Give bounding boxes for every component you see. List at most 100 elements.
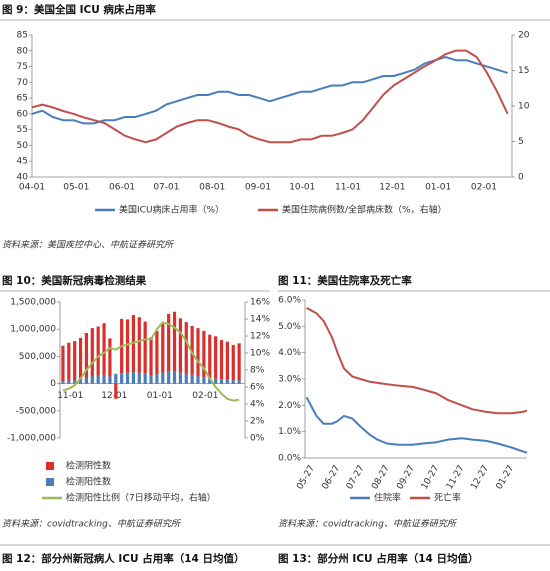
- bar: [120, 373, 124, 384]
- bar: [102, 374, 106, 384]
- y-tick-label: -1,000,000: [7, 434, 56, 444]
- bar: [149, 337, 153, 376]
- y2-tick-label: 14%: [250, 315, 270, 325]
- x-tick-label: 08-01: [199, 183, 225, 193]
- y-tick-label: 0: [50, 379, 56, 389]
- series-line: [62, 321, 240, 402]
- figure-caption: 图 9：美国全国 ICU 病床占用率: [2, 3, 156, 16]
- x-tick-label: 01-01: [425, 183, 451, 193]
- x-tick-label: 09-01: [245, 183, 271, 193]
- x-tick-label: 01-01: [147, 391, 173, 401]
- bar: [214, 336, 218, 379]
- bar: [67, 342, 71, 381]
- y-tick-label: -500,000: [16, 406, 57, 416]
- y2-tick-label: 10%: [250, 349, 270, 359]
- source-note: 资料来源：covidtracking、中航证券研究所: [2, 519, 182, 530]
- x-tick-label: 04-01: [19, 183, 45, 193]
- y-tick-label: 3.0%: [278, 375, 301, 385]
- bar: [125, 319, 130, 373]
- bar: [196, 375, 200, 384]
- bar: [84, 377, 89, 384]
- y-tick-label: 0.0%: [278, 454, 301, 464]
- figure-caption: 图 13：部分州 ICU 占用率（14 日均值）: [278, 552, 478, 565]
- x-tick-label: 05-27: [295, 464, 317, 492]
- y2-tick-label: 0%: [250, 434, 265, 444]
- source-note: 资料来源：covidtracking、中航证券研究所: [278, 519, 458, 530]
- bar: [73, 380, 77, 384]
- series-line: [306, 307, 528, 415]
- bar: [231, 344, 235, 381]
- bar: [84, 333, 89, 378]
- y2-tick-label: 10: [518, 102, 530, 112]
- y2-tick-label: 20: [518, 31, 530, 41]
- bar: [78, 337, 83, 380]
- bar: [219, 379, 224, 384]
- bar: [161, 372, 165, 384]
- series-line: [31, 49, 509, 144]
- x-tick-label: 06-27: [321, 464, 343, 492]
- y2-tick-label: 2%: [250, 417, 265, 427]
- y-tick-label: 6.0%: [278, 296, 301, 306]
- bar: [237, 380, 241, 384]
- bar: [155, 374, 159, 384]
- bar: [167, 313, 171, 372]
- x-tick-label: 06-01: [109, 183, 135, 193]
- y-tick-label: 85: [17, 31, 28, 41]
- bar: [190, 374, 194, 384]
- series-line: [305, 396, 528, 454]
- bar: [78, 379, 83, 384]
- legend-label: 检测阴性数: [66, 460, 111, 472]
- y2-tick-label: 5: [518, 137, 524, 147]
- y-tick-label: 1.0%: [278, 427, 301, 437]
- y-tick-label: 70: [17, 78, 29, 88]
- bar: [202, 330, 206, 378]
- bar: [172, 311, 177, 372]
- bar: [155, 330, 159, 375]
- y-tick-label: 65: [17, 94, 28, 104]
- x-tick-label: 10-27: [420, 464, 442, 492]
- bar: [214, 378, 218, 384]
- legend-label: 美国ICU病床占用率（%）: [119, 204, 224, 216]
- x-tick-label: 12-01: [379, 183, 405, 193]
- bar: [202, 377, 206, 384]
- x-tick-label: 10-01: [289, 183, 315, 193]
- bar: [143, 373, 147, 384]
- y2-tick-label: 0: [518, 173, 524, 183]
- x-tick-label: 07-27: [345, 464, 367, 492]
- legend-swatch: [46, 478, 54, 486]
- series-line: [31, 56, 508, 125]
- y2-tick-label: 6%: [250, 383, 265, 393]
- source-note: 资料来源：美国疾控中心、中航证券研究所: [2, 240, 175, 251]
- x-tick-label: 12-27: [469, 464, 491, 492]
- bar: [172, 371, 177, 384]
- y-tick-label: 2.0%: [278, 401, 301, 411]
- y-tick-label: 50: [17, 141, 29, 151]
- bar: [131, 372, 136, 384]
- y2-tick-label: 4%: [250, 400, 265, 410]
- bar: [114, 373, 118, 384]
- bar: [73, 341, 77, 381]
- bar: [137, 372, 141, 384]
- x-tick-label: 02-01: [471, 183, 497, 193]
- bar: [196, 328, 200, 376]
- bar: [125, 372, 130, 384]
- bar: [178, 372, 182, 384]
- x-tick-label: 02-01: [192, 391, 218, 401]
- bar: [108, 338, 112, 377]
- y-tick-label: 45: [17, 157, 28, 167]
- x-tick-label: 07-01: [153, 183, 179, 193]
- bar: [231, 380, 235, 384]
- bar: [208, 378, 212, 384]
- bar: [90, 375, 94, 384]
- bar: [114, 383, 118, 399]
- legend-label: 检测阳性数: [66, 476, 111, 488]
- legend-label: 死亡率: [434, 492, 461, 504]
- y2-tick-label: 16%: [250, 298, 270, 308]
- figure-caption: 图 10：美国新冠病毒检测结果: [2, 274, 147, 287]
- bar: [167, 371, 171, 384]
- bar: [61, 381, 65, 384]
- bar: [108, 376, 112, 384]
- bar: [96, 375, 100, 384]
- x-tick-label: 01-27: [495, 464, 517, 492]
